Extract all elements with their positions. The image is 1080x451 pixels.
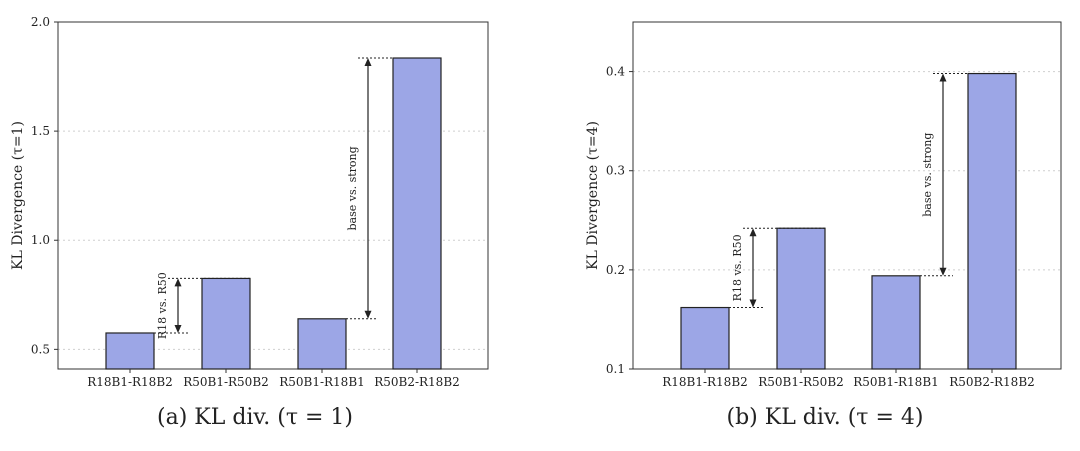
y-tick-label: 1.0 [31, 233, 50, 247]
arrowhead-down-icon [939, 267, 947, 276]
bar-r50b2-r18b2 [392, 57, 442, 370]
y-tick-label: 0.3 [606, 164, 625, 178]
bar-r18b1-r18b2 [105, 332, 155, 370]
y-tick-label: 0.5 [31, 342, 50, 356]
x-tick-label: R18B1-R18B2 [87, 375, 173, 389]
x-tick-label: R18B1-R18B2 [662, 375, 748, 389]
chart-a: 0.5 1.0 1.5 2.0 R18B1-R18B2 R50B1-R50B2 R50B1-… [10, 15, 489, 430]
y-axis-label: KL Divergence (τ=1) [10, 121, 26, 270]
x-tick-label: R50B2-R18B2 [949, 375, 1035, 389]
figure-caption: (a) KL div. (τ = 1) [157, 405, 353, 430]
arrowhead-up-icon [364, 58, 372, 67]
bar-r50b1-r50b2 [776, 227, 826, 370]
arrowhead-down-icon [364, 310, 372, 319]
arrowhead-up-icon [749, 228, 757, 237]
arrowhead-down-icon [749, 299, 757, 308]
x-tick-label: R50B1-R18B1 [853, 375, 939, 389]
y-tick-label: 0.2 [606, 263, 625, 277]
arrowhead-down-icon [174, 324, 182, 333]
y-tick-label: 0.4 [606, 65, 625, 79]
annotation-label: base vs. strong [346, 146, 359, 230]
arrowhead-up-icon [939, 73, 947, 82]
figure-caption: (b) KL div. (τ = 4) [727, 405, 924, 430]
x-tick-label: R50B1-R50B2 [758, 375, 844, 389]
annotation-label: R18 vs. R50 [731, 234, 744, 301]
y-axis-label: KL Divergence (τ=4) [585, 121, 601, 270]
annotation-label: base vs. strong [921, 133, 934, 217]
plot-frame [57, 21, 489, 370]
x-tick-label: R50B1-R50B2 [183, 375, 269, 389]
annotation-label: R18 vs. R50 [156, 272, 169, 339]
bar-r18b1-r18b2 [680, 306, 730, 370]
arrowhead-up-icon [174, 278, 182, 287]
bar-r50b1-r18b1 [297, 318, 347, 370]
y-tick-label: 2.0 [31, 15, 50, 29]
x-tick-label: R50B2-R18B2 [374, 375, 460, 389]
bar-r50b1-r18b1 [871, 275, 921, 370]
chart-b: 0.1 0.2 0.3 0.4 R18B1-R18B2 R50B1-R50B2 R50B1-… [585, 21, 1062, 430]
bar-r50b2-r18b2 [967, 72, 1017, 370]
x-tick-label: R50B1-R18B1 [279, 375, 365, 389]
bar-r50b1-r50b2 [201, 277, 251, 370]
y-tick-label: 1.5 [31, 124, 50, 138]
y-tick-label: 0.1 [606, 362, 625, 376]
plot-frame [632, 21, 1062, 370]
